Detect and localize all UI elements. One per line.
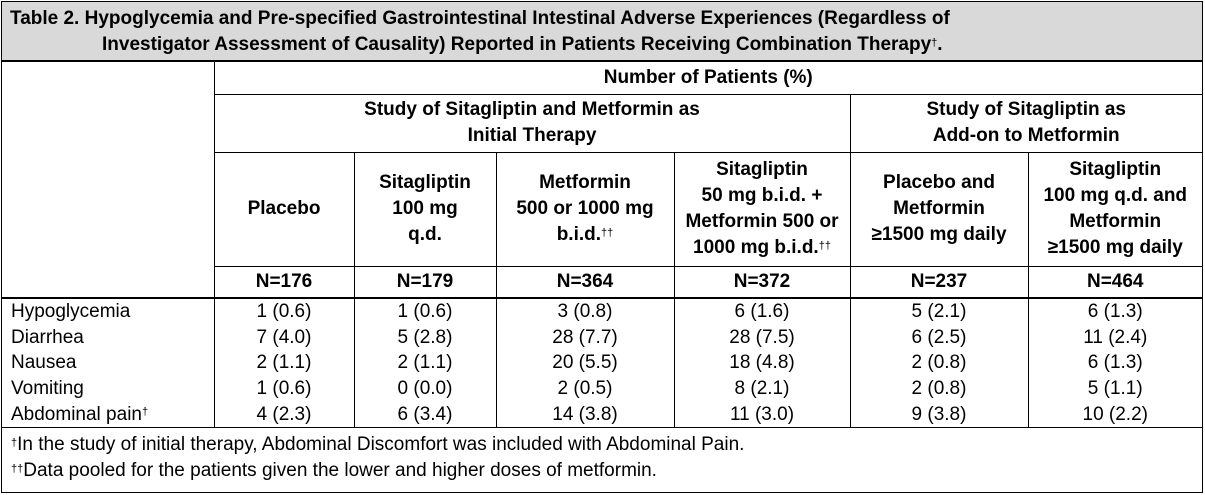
caption-line-2: Investigator Assessment of Causality) Re…	[102, 34, 943, 55]
footnote-1: †In the study of initial therapy, Abdomi…	[11, 433, 745, 455]
table-cell: 14 (3.8)	[495, 401, 674, 427]
table-cell: 11 (2.4)	[1027, 324, 1202, 351]
data-table: Number of Patients (%) Study of Sitaglip…	[2, 62, 1202, 427]
table-row: Abdominal pain† 4 (2.3) 6 (3.4) 14 (3.8) 11 …	[2, 401, 1202, 427]
column-n-2: N=179	[353, 266, 496, 299]
table-caption: Table 2. Hypoglycemia and Pre-specified …	[2, 2, 1202, 62]
table-row: Hypoglycemia 1 (0.6) 1 (0.6) 3 (0.8) 6 (1.6)…	[2, 298, 1202, 325]
table-row: Diarrhea 7 (4.0) 5 (2.8) 28 (7.7) 28 (7.5) 6 …	[2, 324, 1202, 351]
table-cell: 1 (0.6)	[213, 375, 354, 402]
table-row: Nausea 2 (1.1) 2 (1.1) 20 (5.5) 18 (4.8) 2 (0…	[2, 350, 1202, 376]
row-label: Diarrhea	[11, 326, 84, 348]
table-cell: 5 (1.1)	[1027, 375, 1202, 402]
table-cell: 11 (3.0)	[673, 401, 850, 427]
table-cell: 1 (0.6)	[353, 298, 496, 325]
column-header-4: Sitagliptin 50 mg b.i.d. + Metformin 500 o…	[673, 152, 850, 267]
header-number-of-patients: Number of Patients (%)	[213, 62, 1202, 95]
table-cell: 3 (0.8)	[495, 298, 674, 325]
table-cell: 9 (3.8)	[849, 401, 1028, 427]
row-label: Abdominal pain†	[11, 403, 149, 425]
table-cell: 2 (0.8)	[849, 350, 1028, 376]
column-header-6: Sitagliptin 100 mg q.d. and Metformin ≥1500…	[1027, 152, 1202, 267]
table-cell: 18 (4.8)	[673, 350, 850, 376]
table-cell: 7 (4.0)	[213, 324, 354, 351]
column-header-1: Placebo	[213, 152, 354, 267]
empty-corner-cell	[2, 62, 214, 299]
column-n-4: N=372	[673, 266, 850, 299]
table-cell: 20 (5.5)	[495, 350, 674, 376]
table-cell: 5 (2.8)	[353, 324, 496, 351]
row-label: Vomiting	[11, 378, 84, 400]
table-cell: 6 (1.3)	[1027, 298, 1202, 325]
table-cell: 10 (2.2)	[1027, 401, 1202, 427]
column-header-2: Sitagliptin 100 mg q.d.	[353, 152, 496, 267]
table-cell: 6 (3.4)	[353, 401, 496, 427]
footnotes: †In the study of initial therapy, Abdomi…	[2, 426, 1202, 484]
footnote-2: ††Data pooled for the patients given the…	[11, 459, 657, 481]
row-label: Hypoglycemia	[11, 301, 131, 323]
table-cell: 2 (0.5)	[495, 375, 674, 402]
column-n-1: N=176	[213, 266, 354, 299]
table-cell: 0 (0.0)	[353, 375, 496, 402]
column-header-5: Placebo and Metformin ≥1500 mg daily	[849, 152, 1028, 267]
table-cell: 2 (1.1)	[353, 350, 496, 376]
table-cell: 28 (7.7)	[495, 324, 674, 351]
table-cell: 8 (2.1)	[673, 375, 850, 402]
caption-line-1: Table 2. Hypoglycemia and Pre-specified …	[10, 8, 950, 29]
table-cell: 5 (2.1)	[849, 298, 1028, 325]
table-cell: 2 (1.1)	[213, 350, 354, 376]
row-label: Nausea	[11, 352, 77, 374]
header-group-add-on: Study of Sitagliptin as Add-on to Metfor…	[849, 94, 1202, 153]
table-cell: 2 (0.8)	[849, 375, 1028, 402]
table-cell: 28 (7.5)	[673, 324, 850, 351]
column-n-6: N=464	[1027, 266, 1202, 299]
column-header-3: Metformin 500 or 1000 mg b.i.d.††	[495, 152, 674, 267]
table-cell: 1 (0.6)	[213, 298, 354, 325]
table-row: Vomiting 1 (0.6) 0 (0.0) 2 (0.5) 8 (2.1) 2 (0…	[2, 375, 1202, 402]
table-cell: 6 (1.6)	[673, 298, 850, 325]
table-cell: 4 (2.3)	[213, 401, 354, 427]
table-cell: 6 (2.5)	[849, 324, 1028, 351]
header-group-initial-therapy: Study of Sitagliptin and Metformin as In…	[213, 94, 850, 153]
column-n-3: N=364	[495, 266, 674, 299]
table-cell: 6 (1.3)	[1027, 350, 1202, 376]
column-n-5: N=237	[849, 266, 1028, 299]
